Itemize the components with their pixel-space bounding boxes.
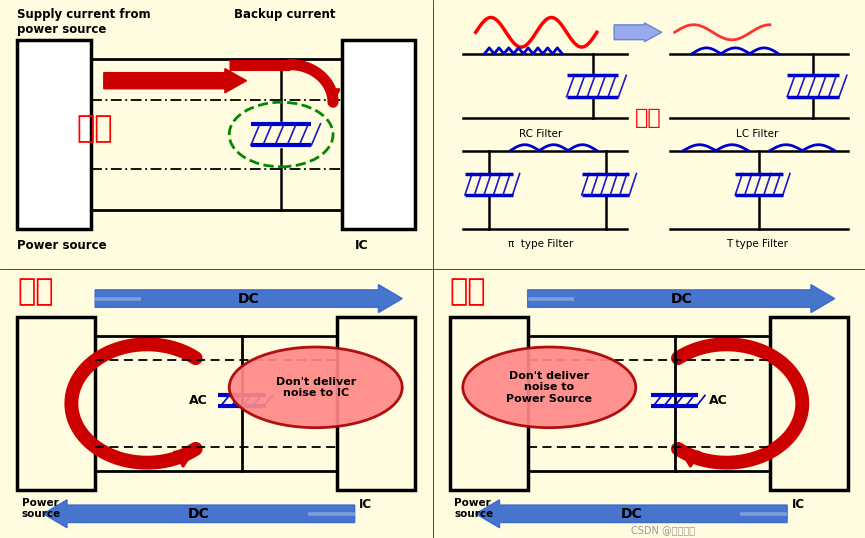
Text: AC: AC — [709, 394, 728, 407]
Text: Power
source: Power source — [454, 498, 493, 519]
Text: Don't deliver
noise to IC: Don't deliver noise to IC — [276, 377, 356, 398]
Text: T type Filter: T type Filter — [726, 239, 788, 250]
Text: DC: DC — [620, 507, 643, 521]
Text: Backup current: Backup current — [234, 8, 335, 21]
Text: LC Filter: LC Filter — [736, 129, 778, 139]
Text: π  type Filter: π type Filter — [508, 239, 573, 250]
Bar — [337, 317, 415, 490]
Text: 去耦: 去耦 — [450, 277, 486, 306]
Text: DC: DC — [238, 292, 260, 306]
Text: CSDN @启芯硬件: CSDN @启芯硬件 — [631, 525, 695, 535]
Text: 旁路: 旁路 — [17, 277, 54, 306]
Bar — [17, 317, 95, 490]
Text: DC: DC — [188, 507, 210, 521]
Text: Supply current from
power source: Supply current from power source — [17, 8, 151, 36]
Text: 滤波: 滤波 — [636, 108, 662, 129]
Text: AC: AC — [189, 394, 208, 407]
Text: IC: IC — [355, 239, 368, 252]
FancyArrow shape — [43, 500, 355, 528]
FancyArrow shape — [528, 285, 835, 313]
Text: Power source: Power source — [17, 239, 107, 252]
Ellipse shape — [229, 347, 402, 428]
Bar — [450, 317, 528, 490]
Text: RC Filter: RC Filter — [519, 129, 562, 139]
Text: Don't deliver
noise to
Power Source: Don't deliver noise to Power Source — [506, 371, 593, 404]
Text: IC: IC — [791, 498, 804, 511]
FancyArrow shape — [476, 500, 787, 528]
Bar — [342, 40, 415, 229]
Text: 储能: 储能 — [77, 115, 113, 144]
Bar — [17, 40, 91, 229]
Text: Power
source: Power source — [22, 498, 61, 519]
FancyArrow shape — [95, 285, 402, 313]
Text: DC: DC — [670, 292, 692, 306]
Ellipse shape — [463, 347, 636, 428]
FancyArrow shape — [104, 69, 247, 93]
Bar — [770, 317, 848, 490]
FancyArrow shape — [614, 23, 662, 42]
Text: IC: IC — [359, 498, 372, 511]
